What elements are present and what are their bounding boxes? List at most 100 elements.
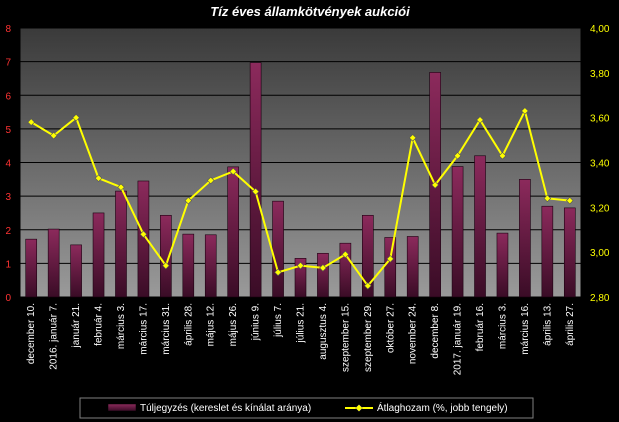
legend-swatch-marker (355, 404, 363, 412)
x-axis: december 10. 2016. január 7. január 21. feb… (26, 303, 576, 375)
x-tick-label: május 26. (228, 303, 239, 346)
yield-point (296, 261, 305, 270)
left-tick-label: 1 (5, 259, 11, 270)
left-tick-label: 6 (5, 91, 11, 102)
x-tick-label: július 21. (296, 303, 307, 343)
x-tick-label: március 17. (138, 303, 149, 355)
bar (160, 214, 172, 298)
x-tick-label: december 8. (430, 303, 441, 359)
bar (541, 205, 554, 298)
bar (496, 232, 509, 298)
x-tick-label: április 28. (183, 303, 194, 346)
bar (563, 207, 576, 298)
yield-point (117, 183, 125, 191)
bar (384, 237, 397, 298)
yield-point (139, 230, 148, 238)
yield-point (27, 118, 35, 126)
bar (25, 238, 38, 298)
left-tick-label: 7 (5, 58, 11, 69)
yield-point (251, 187, 260, 196)
x-tick-label: december 10. (26, 303, 37, 364)
left-tick-label: 0 (5, 293, 11, 304)
x-tick-label: március 3. (497, 303, 508, 349)
bar (249, 62, 262, 298)
bar (70, 244, 82, 298)
x-tick-label: augusztus 4. (318, 303, 329, 360)
bar (92, 212, 105, 298)
x-tick-label: október 27. (385, 303, 396, 353)
yield-point (49, 131, 58, 140)
yield-point (521, 107, 529, 115)
x-tick-label: május 12. (206, 303, 217, 346)
x-tick-label: április 27. (565, 303, 576, 346)
chart-title: Tíz éves államkötvények aukciói (210, 4, 410, 19)
yield-point (341, 250, 350, 259)
bar (406, 236, 419, 298)
bar (115, 190, 127, 298)
bar (272, 200, 284, 298)
right-tick-label: 3,20 (590, 203, 610, 214)
left-tick-label: 8 (5, 24, 11, 35)
right-tick-label: 4,00 (590, 24, 610, 35)
bar-series (25, 62, 576, 298)
right-tick-label: 3,60 (590, 114, 610, 125)
right-tick-label: 3,00 (590, 248, 610, 259)
left-tick-label: 3 (5, 192, 11, 203)
left-axis: 0 1 2 3 4 5 6 7 8 (5, 24, 11, 304)
yield-point (453, 152, 462, 160)
legend-label-bar: Túljegyzés (kereslet és kínálat aránya) (140, 403, 311, 414)
yield-point (274, 268, 282, 277)
x-tick-label: szeptember 29. (363, 303, 374, 372)
yield-point (498, 152, 507, 160)
yield-point (566, 196, 574, 205)
legend-swatch-bar (107, 403, 137, 412)
yield-point (72, 113, 80, 122)
yield-point (319, 264, 327, 272)
line-series (27, 107, 574, 290)
yield-point (476, 116, 484, 124)
x-tick-label: szeptember 15. (340, 303, 351, 372)
yield-point (184, 196, 193, 205)
right-tick-label: 2,80 (590, 293, 610, 304)
x-tick-label: január 21. (71, 303, 82, 348)
bar (317, 252, 329, 298)
yield-point (207, 176, 215, 185)
yield-point (386, 255, 394, 263)
legend: Túljegyzés (kereslet és kínálat aránya) … (79, 397, 534, 419)
x-tick-label: 2017. január 19. (453, 303, 464, 375)
right-tick-label: 3,40 (590, 159, 610, 170)
left-tick-label: 4 (5, 159, 11, 170)
yield-point (229, 167, 237, 176)
left-tick-label: 5 (5, 125, 11, 136)
bar (182, 233, 195, 298)
bar (227, 166, 239, 298)
x-tick-label: június 9. (251, 303, 262, 341)
x-tick-label: április 13. (542, 303, 553, 346)
yield-point (408, 134, 417, 142)
x-tick-label: március 3. (116, 303, 127, 349)
yield-point (364, 282, 372, 290)
yield-point (431, 181, 439, 189)
bar (362, 214, 374, 298)
bar (474, 155, 486, 298)
bar (47, 228, 60, 298)
x-tick-label: március 31. (161, 303, 172, 355)
legend-box (79, 397, 534, 419)
x-tick-label: július 7. (273, 303, 284, 338)
x-tick-label: 2016. január 7. (49, 303, 60, 370)
yield-point (162, 261, 170, 270)
x-tick-label: november 24. (408, 303, 419, 364)
bar (204, 234, 217, 298)
right-axis: 2,80 3,00 3,20 3,40 3,60 3,80 4,00 (590, 24, 610, 304)
yield-point (543, 194, 552, 203)
x-tick-label: február 4. (94, 303, 105, 346)
bar (137, 180, 150, 298)
yield-point (94, 174, 103, 182)
legend-label-line: Átlaghozam (%, jobb tengely) (377, 401, 508, 414)
bar (519, 179, 531, 298)
x-tick-label: március 16. (520, 303, 531, 355)
right-tick-label: 3,80 (590, 69, 610, 80)
left-tick-label: 2 (5, 226, 11, 237)
